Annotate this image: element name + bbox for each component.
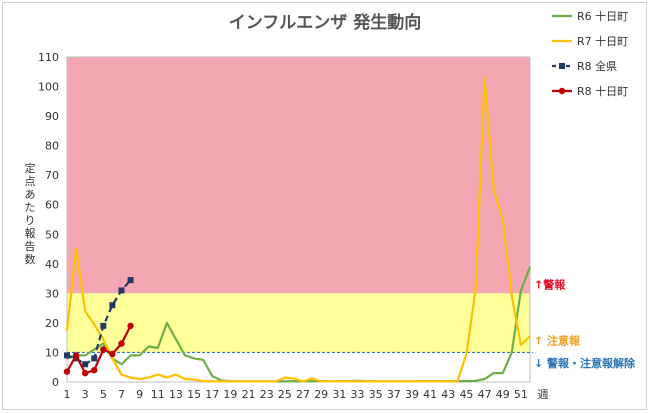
x-tick-label: 51	[514, 388, 528, 401]
series-point	[82, 361, 89, 368]
x-tick-label: 29	[314, 388, 328, 401]
legend-swatch-marker	[559, 63, 565, 69]
legend-swatch-marker	[558, 87, 566, 95]
zone-band-0	[67, 57, 530, 294]
x-tick-label: 45	[459, 388, 473, 401]
x-tick-label: 5	[100, 388, 107, 401]
series-point	[118, 287, 125, 294]
series-point	[91, 366, 98, 374]
y-label-char: 点	[25, 175, 36, 188]
y-label-char: 定	[25, 161, 36, 175]
y-tick-label: 100	[38, 81, 59, 94]
y-tick-label: 0	[52, 376, 59, 389]
y-label-char: 報	[25, 227, 36, 240]
x-tick-label: 43	[441, 388, 455, 401]
x-tick-label: 7	[118, 388, 125, 401]
x-tick-label: 9	[136, 388, 143, 401]
legend-entry: R8 全県	[577, 59, 617, 73]
x-axis-ticks: 1 3 5 7 9 11 13 15 17 19 21 23 25 27 29 31 33 35 37 39 41 43 4…	[64, 388, 528, 401]
zone-annotation: ↓ 警報・注意報解除	[534, 356, 636, 370]
series-layer	[63, 76, 532, 383]
y-tick-label: 70	[45, 169, 59, 182]
y-label-char: 数	[25, 253, 36, 266]
x-tick-label: 37	[387, 388, 401, 401]
y-label-char: あ	[25, 188, 36, 201]
legend-entry: R7 十日町	[577, 34, 628, 48]
x-tick-label: 17	[205, 388, 219, 401]
x-tick-label: 25	[278, 388, 292, 401]
series-point	[127, 322, 134, 330]
x-tick-label: 39	[405, 388, 419, 401]
alert-zones	[67, 57, 530, 353]
series-point	[72, 352, 80, 359]
series-point	[109, 350, 116, 358]
x-tick-label: 3	[82, 388, 89, 401]
x-tick-label: 15	[187, 388, 201, 401]
y-tick-label: 10	[45, 346, 59, 359]
x-tick-label: 13	[169, 388, 183, 401]
chart-legend: R6 十日町 R7 十日町 R8 全県 R8 十日町	[552, 9, 628, 98]
series-point	[118, 340, 125, 347]
x-tick-label: 21	[242, 388, 256, 401]
y-tick-label: 30	[45, 287, 59, 300]
y-tick-label: 50	[45, 228, 59, 241]
y-tick-label: 60	[45, 199, 59, 212]
x-tick-label: 11	[151, 388, 165, 401]
zone-band-1	[67, 293, 530, 353]
series-point	[91, 355, 98, 362]
zone-annotation: ↑ 注意報	[534, 334, 581, 348]
zone-annotation: ↑警報	[534, 278, 566, 292]
x-axis-label: 週	[538, 388, 549, 401]
y-label-char: た	[25, 201, 36, 214]
x-tick-label: 19	[223, 388, 237, 401]
zone-annotations: ↑警報 ↑ 注意報 ↓ 警報・注意報解除	[534, 278, 636, 370]
x-tick-label: 47	[478, 388, 492, 401]
y-tick-label: 110	[38, 51, 59, 64]
legend-entry: R8 十日町	[577, 84, 628, 98]
x-tick-label: 33	[351, 388, 365, 401]
y-tick-label: 80	[45, 140, 59, 153]
series-line-1	[65, 76, 531, 383]
y-label-char: り	[25, 214, 36, 227]
y-tick-label: 20	[45, 317, 59, 330]
series-point	[100, 322, 107, 329]
x-tick-label: 27	[296, 388, 310, 401]
series-point	[127, 277, 134, 284]
y-label-char: 告	[25, 240, 36, 253]
y-tick-label: 90	[45, 110, 59, 123]
x-tick-label: 1	[64, 388, 71, 401]
x-tick-label: 49	[496, 388, 510, 401]
x-tick-label: 31	[332, 388, 346, 401]
series-point	[81, 369, 89, 377]
chart-title: インフルエンザ 発生動向	[229, 12, 421, 33]
series-point	[100, 346, 107, 353]
x-tick-label: 35	[369, 388, 383, 401]
legend-entry: R6 十日町	[577, 9, 628, 23]
series-point	[63, 368, 71, 375]
x-tick-label: 23	[260, 388, 274, 401]
series-point	[64, 352, 70, 359]
x-tick-label: 41	[423, 388, 437, 401]
y-axis-ticks: 0 10 20 30 40 50 60 70 80 90 100 110	[38, 51, 59, 389]
series-point	[109, 302, 116, 309]
y-tick-label: 40	[45, 258, 59, 271]
